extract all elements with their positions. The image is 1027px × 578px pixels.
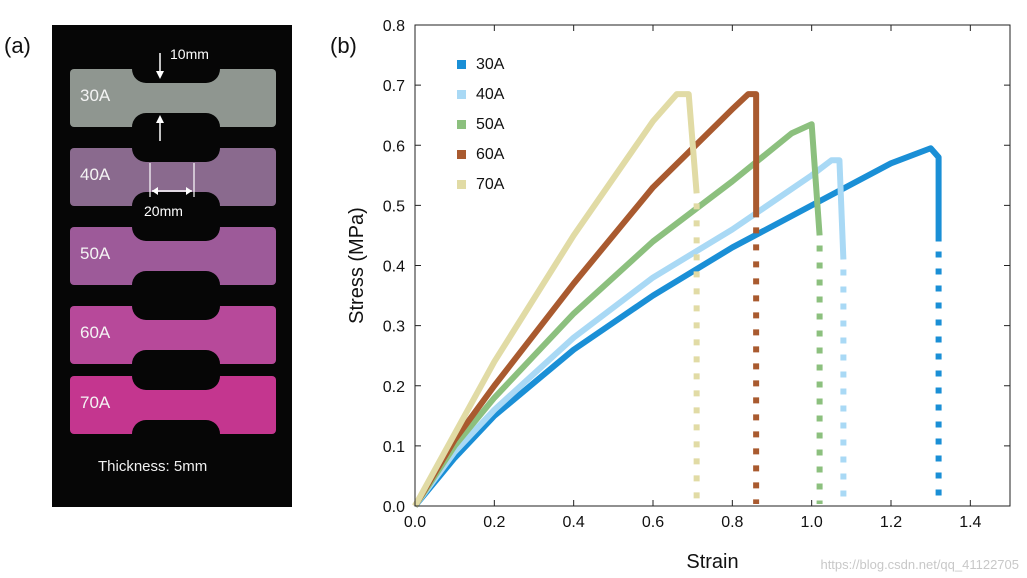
x-tick-label: 1.4 [959,514,981,531]
series-line-70A [412,91,700,508]
y-tick-label: 0.0 [383,499,405,516]
dimension-arrows [149,53,195,197]
y-tick-label: 0.2 [383,379,405,396]
x-tick-label: 0.4 [563,514,585,531]
legend-swatch-60A [457,150,466,159]
specimen-label: 40A [80,165,111,184]
y-tick-label: 0.8 [383,18,405,35]
specimen-60a: 60A [70,306,276,364]
y-tick-label: 0.1 [383,439,405,456]
y-tick-label: 0.6 [383,138,405,155]
specimen-photo: 30A 40A 50A 60A 70A 10mm 20mm Thickness:… [52,25,292,507]
x-tick-label: 1.0 [801,514,823,531]
x-tick-label: 0.2 [483,514,505,531]
series-line-40A [412,157,847,508]
y-tick-label: 0.5 [383,198,405,215]
watermark: https://blog.csdn.net/qq_41122705 [820,557,1019,572]
length-dimension: 20mm [144,203,183,219]
legend-label-50A: 50A [476,116,505,133]
thickness-note: Thickness: 5mm [98,458,208,475]
y-tick-label: 0.7 [383,78,405,95]
x-tick-label: 0.6 [642,514,664,531]
x-tick-label: 0.0 [404,514,426,531]
legend-label-70A: 70A [476,176,505,193]
specimen-40a: 40A [70,148,276,206]
specimen-label: 30A [80,86,111,105]
y-tick-label: 0.4 [383,259,405,276]
series-line-60A [412,91,760,508]
x-axis-title: Strain [686,551,738,573]
y-tick-label: 0.3 [383,319,405,336]
specimen-label: 70A [80,393,111,412]
legend-swatch-40A [457,90,466,99]
specimen-30a: 30A [70,69,276,127]
legend-swatch-50A [457,120,466,129]
specimen-70a: 70A [70,376,276,434]
stress-strain-chart: 0.0 0.2 0.4 0.6 0.8 1.0 1.2 1.4 0.0 0.1 0.2 0.3 0.4 0… [346,18,1011,573]
legend-label-40A: 40A [476,86,505,103]
panel-b-label: (b) [330,33,357,58]
specimen-label: 60A [80,323,111,342]
legend-label-30A: 30A [476,56,505,73]
x-tick-label: 1.2 [880,514,902,531]
y-axis-title: Stress (MPa) [346,207,368,324]
series-line-30A [412,145,942,508]
legend-swatch-70A [457,180,466,189]
legend-swatch-30A [457,60,466,69]
width-dimension: 10mm [170,46,209,62]
specimen-50a: 50A [70,227,276,285]
series-line-50A [412,121,823,508]
panel-a-label: (a) [4,33,31,58]
x-tick-label: 0.8 [721,514,743,531]
specimen-label: 50A [80,244,111,263]
legend-label-60A: 60A [476,146,505,163]
